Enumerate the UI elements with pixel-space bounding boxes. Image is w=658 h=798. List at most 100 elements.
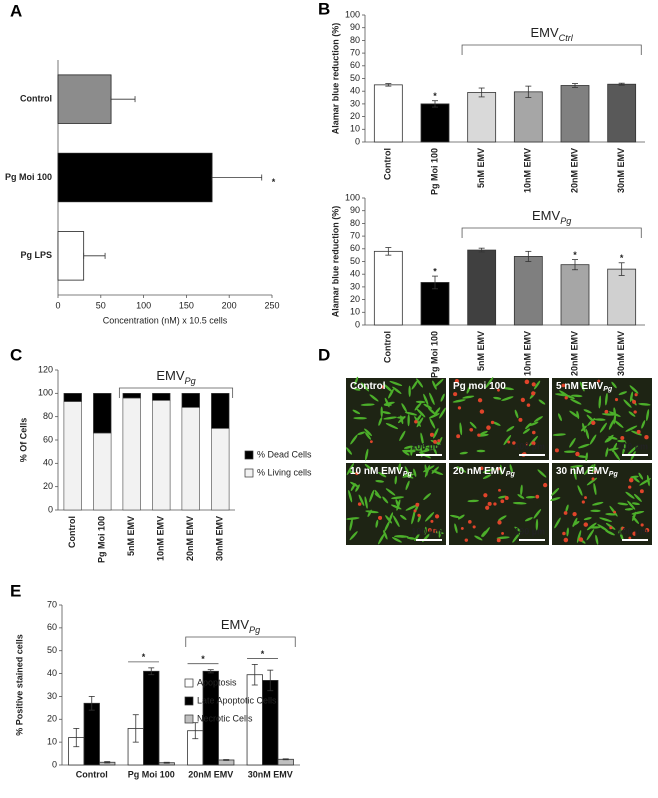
cell-dead	[564, 396, 568, 400]
cell-living	[369, 489, 375, 503]
y-tick-label: 100	[38, 388, 53, 398]
cell-living	[352, 387, 361, 391]
bar	[262, 680, 279, 766]
significance-marker: *	[142, 652, 146, 662]
bar-segment	[63, 401, 82, 511]
cell-dead	[634, 393, 638, 397]
cell-living	[580, 425, 587, 432]
y-tick-label: 30	[350, 281, 360, 291]
cell-living	[391, 496, 405, 500]
bar	[560, 264, 590, 326]
cell-living	[628, 411, 636, 417]
cell-dead	[543, 482, 548, 488]
micrograph-label: Control	[350, 381, 386, 392]
cell-living	[629, 391, 634, 403]
category-label: 5nM EMV	[126, 516, 136, 556]
cell-living	[617, 439, 626, 443]
cell-living	[392, 386, 402, 394]
y-tick-label: 0	[48, 504, 53, 514]
cell-living	[512, 501, 527, 505]
cell-living	[381, 411, 391, 415]
micrograph-label: 20 nM EMVPg	[453, 466, 515, 479]
category-label: 10nM EMV	[523, 148, 533, 193]
cell-living	[393, 515, 400, 527]
group-label-main: EMV	[221, 617, 250, 632]
significance-marker: *	[261, 649, 265, 659]
cell-living	[520, 484, 523, 496]
cell-living	[533, 509, 542, 519]
cell-dead	[591, 477, 595, 481]
y-tick-label: 80	[350, 218, 360, 228]
cell-dead	[504, 496, 509, 500]
cell-living	[522, 428, 531, 434]
cell-living	[449, 514, 461, 519]
cell-living	[618, 391, 628, 396]
cell-living	[374, 493, 382, 499]
cell-living	[595, 534, 599, 545]
cell-dead	[512, 441, 516, 445]
y-tick-label: 40	[43, 458, 53, 468]
cell-dead	[531, 391, 536, 396]
cell-living	[384, 520, 390, 532]
cell-living	[346, 517, 360, 520]
cell-dead	[429, 432, 435, 437]
y-tick-label: 90	[350, 205, 360, 215]
micrograph-label-main: 20 nM EMV	[453, 466, 506, 477]
cell-dead	[434, 514, 440, 519]
cell-dead	[525, 442, 529, 446]
cell-living	[427, 407, 436, 415]
cell-dead	[535, 494, 540, 499]
cell-living	[552, 433, 566, 436]
cell-living	[405, 504, 418, 511]
chart-panel: A 0 50 100 150 200 250 Concentration (nM) x 10.…	[5, 1, 280, 325]
y-axis-label: % Positive stained cells	[14, 634, 24, 736]
significance-marker: *	[573, 250, 577, 260]
cell-dead	[636, 429, 641, 434]
cell-living	[349, 518, 353, 531]
micrograph-label-sub: Pg	[603, 386, 613, 393]
cell-living	[364, 428, 372, 437]
group-label-sub: Ctrl	[559, 33, 574, 43]
group-bracket	[461, 44, 642, 55]
cell-living	[398, 463, 401, 472]
cell-dead	[597, 379, 601, 383]
cell-living	[514, 526, 522, 533]
cell-living	[346, 447, 353, 455]
cell-living	[646, 409, 650, 421]
y-tick-label: 0	[355, 319, 360, 329]
cell-living	[349, 531, 358, 541]
y-tick-label: 80	[350, 35, 360, 45]
category-label: Pg Moi 100	[5, 172, 52, 182]
cell-living	[433, 428, 439, 439]
bar	[513, 91, 543, 143]
bar	[83, 702, 100, 766]
category-label: 30nM EMV	[616, 148, 626, 193]
legend-label: Apoptosis	[197, 677, 237, 687]
group-label: EMVCtrl	[531, 25, 574, 43]
cell-living	[432, 380, 437, 390]
cell-living	[378, 472, 387, 478]
group-bracket	[185, 636, 296, 647]
cell-dead	[472, 525, 476, 529]
cell-living	[456, 466, 467, 473]
cell-dead	[563, 537, 569, 543]
cell-living	[594, 418, 606, 421]
cell-dead	[415, 502, 420, 507]
cell-living	[428, 413, 440, 419]
cell-living	[499, 464, 503, 475]
cell-dead	[477, 433, 481, 437]
bar	[420, 103, 450, 143]
cell-living	[404, 411, 418, 416]
cell-living	[631, 430, 642, 436]
cell-living	[479, 430, 488, 435]
cell-living	[598, 395, 602, 409]
cell-living	[619, 531, 624, 541]
cell-living	[416, 378, 424, 388]
cell-living	[399, 514, 407, 520]
chart-panel: 0 10 20 30 40 50 60 70 80 90 100 Alamar blue reduct…	[330, 192, 645, 378]
cell-living	[423, 493, 432, 501]
cell-dead	[575, 451, 580, 457]
y-tick-label: 70	[350, 47, 360, 57]
cell-living	[538, 399, 546, 405]
cell-living	[573, 467, 577, 480]
